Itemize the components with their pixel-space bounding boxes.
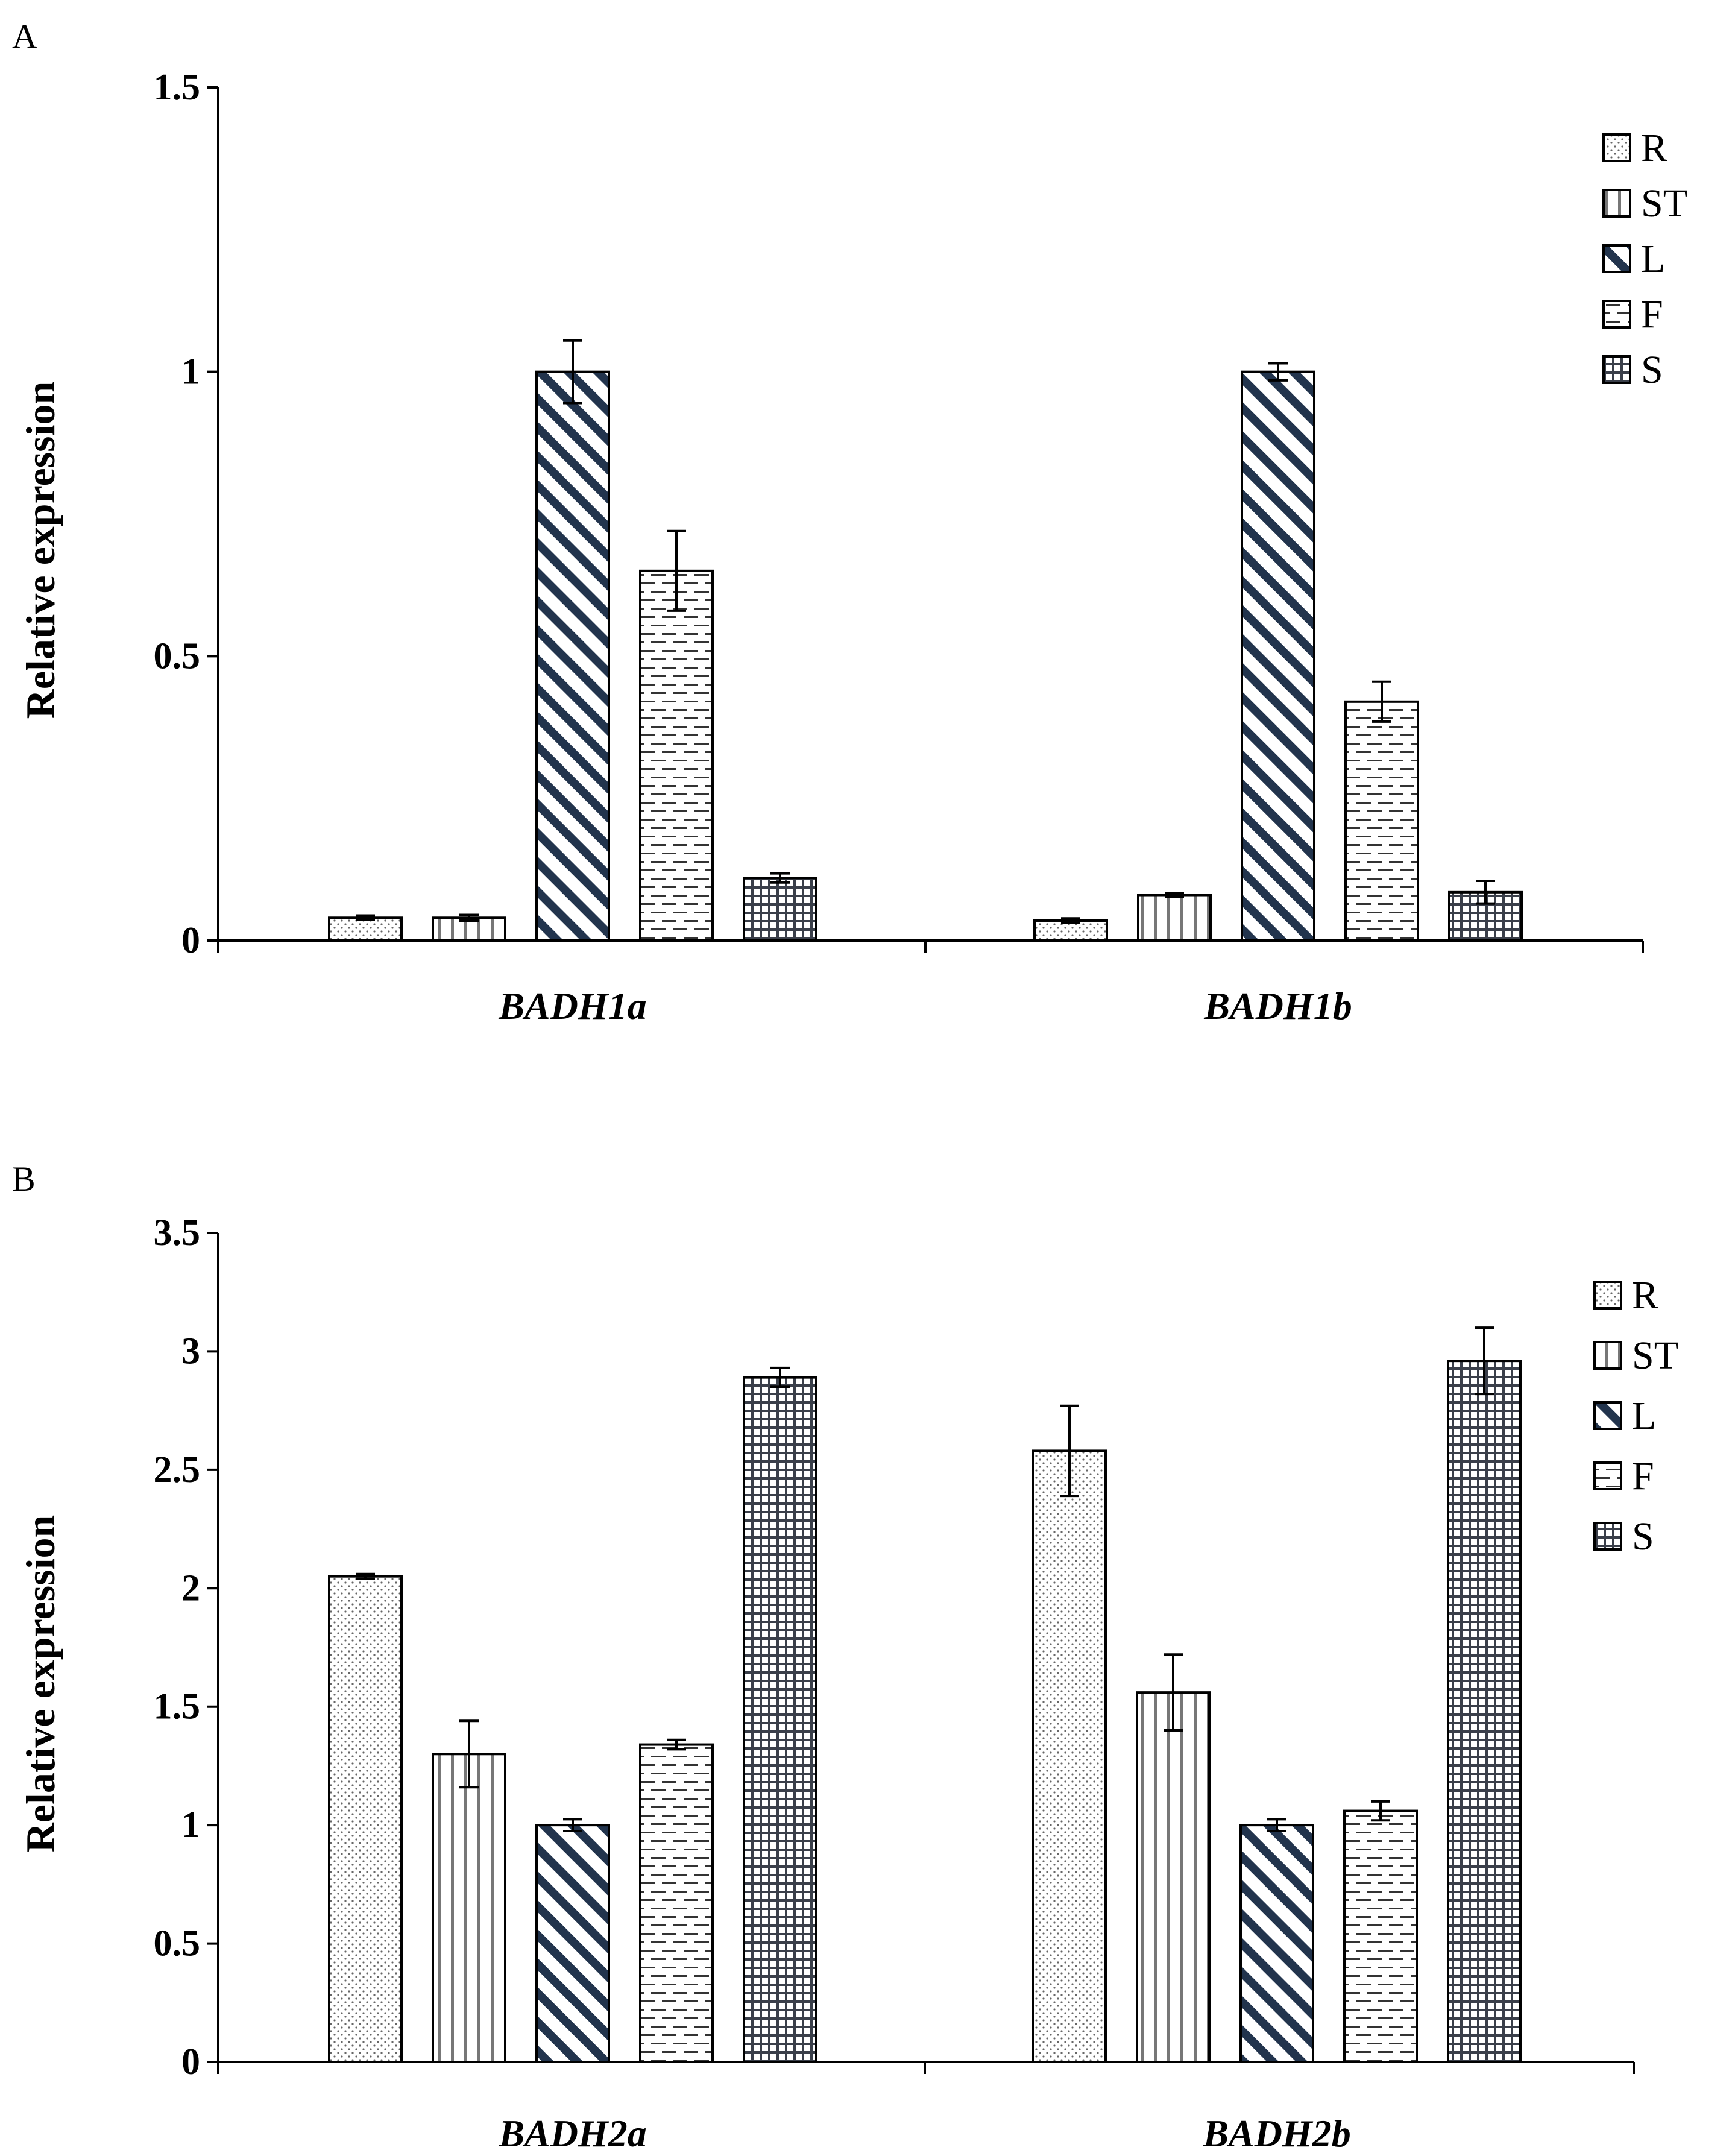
bar-BADH2b-R bbox=[1032, 1449, 1107, 2063]
legend: R ST LFS bbox=[1593, 1273, 1678, 1559]
category-label-BADH1b: BADH1b bbox=[1203, 985, 1352, 1027]
error-bar-BADH2b-S bbox=[1475, 1326, 1494, 1396]
legend-label-ST: ST bbox=[1632, 1334, 1678, 1378]
legend-label-L: L bbox=[1632, 1394, 1656, 1438]
y-tick-label: 1.5 bbox=[154, 1686, 201, 1727]
y-tick-label: 1 bbox=[181, 1805, 200, 1846]
panel-a-chart: 0 0.5 1 1.5 Relative expression BADH1a BADH1b R… bbox=[17, 67, 1687, 1027]
y-tick-label: 0 bbox=[181, 920, 200, 961]
error-bar-BADH1a-ST bbox=[459, 913, 479, 922]
legend-swatch-S bbox=[1593, 1522, 1622, 1551]
error-bar-BADH1b-F bbox=[1372, 680, 1391, 723]
bar-BADH1a-F bbox=[639, 569, 714, 942]
panel-letter-a: A bbox=[12, 17, 37, 56]
legend-label-R: R bbox=[1632, 1273, 1658, 1317]
legend: R ST LFS bbox=[1602, 126, 1687, 392]
y-tick-label: 2 bbox=[181, 1568, 200, 1609]
bar-BADH2b-F bbox=[1343, 1809, 1418, 2064]
legend-swatch-S bbox=[1602, 355, 1631, 384]
error-bar-BADH1b-ST bbox=[1165, 892, 1184, 898]
bar-BADH1b-ST bbox=[1137, 894, 1212, 942]
legend-swatch-F bbox=[1593, 1461, 1622, 1490]
legend-label-L: L bbox=[1641, 237, 1665, 281]
error-bar-BADH2b-ST bbox=[1164, 1653, 1183, 1732]
error-bar-BADH1b-R bbox=[1061, 917, 1080, 924]
bar-BADH2a-F bbox=[639, 1743, 714, 2064]
legend-label-S: S bbox=[1632, 1515, 1654, 1559]
legend-label-F: F bbox=[1632, 1454, 1654, 1498]
error-bar-BADH1a-R bbox=[356, 914, 375, 922]
error-bar-BADH2a-ST bbox=[459, 1719, 479, 1789]
error-bar-BADH1b-S bbox=[1476, 879, 1495, 905]
y-tick-label: 0 bbox=[181, 2041, 200, 2082]
y-axis-title: Relative expression bbox=[17, 382, 63, 719]
error-bar-BADH2a-R bbox=[356, 1572, 375, 1580]
y-axis-title: Relative expression bbox=[17, 1515, 63, 1853]
y-tick-label: 1 bbox=[181, 351, 200, 392]
y-tick-label: 1.5 bbox=[154, 67, 201, 108]
bar-BADH1a-L bbox=[535, 370, 610, 942]
error-bar-BADH2b-L bbox=[1267, 1818, 1286, 1832]
y-tick-label: 0.5 bbox=[154, 1923, 201, 1964]
category-label-BADH2a: BADH2a bbox=[498, 2112, 646, 2155]
error-bar-BADH2b-F bbox=[1371, 1800, 1390, 1822]
category-label-BADH1a: BADH1a bbox=[498, 985, 646, 1027]
bar-BADH2b-S bbox=[1447, 1360, 1522, 2063]
legend-swatch-L bbox=[1593, 1401, 1622, 1430]
error-bar-BADH2a-S bbox=[770, 1366, 790, 1388]
bar-BADH1b-L bbox=[1241, 370, 1315, 942]
category-label-BADH2b: BADH2b bbox=[1202, 2112, 1350, 2155]
bar-BADH1b-F bbox=[1344, 700, 1419, 942]
legend-swatch-ST bbox=[1593, 1341, 1622, 1370]
bar-BADH2a-S bbox=[743, 1376, 817, 2063]
legend-label-F: F bbox=[1641, 292, 1663, 336]
bar-BADH1a-S bbox=[743, 877, 817, 942]
y-tick-label: 3 bbox=[181, 1331, 200, 1372]
legend-label-R: R bbox=[1641, 126, 1667, 170]
error-bar-BADH1b-L bbox=[1268, 362, 1288, 382]
error-bar-BADH2b-R bbox=[1060, 1404, 1079, 1498]
legend-swatch-ST bbox=[1602, 189, 1631, 218]
legend-swatch-L bbox=[1602, 244, 1631, 273]
error-bar-BADH2a-L bbox=[563, 1818, 582, 1832]
legend-label-S: S bbox=[1641, 348, 1663, 392]
bar-BADH1b-S bbox=[1448, 890, 1523, 942]
y-tick-label: 0.5 bbox=[154, 635, 201, 676]
bar-BADH2a-R bbox=[328, 1575, 403, 2063]
y-tick-label: 3.5 bbox=[154, 1212, 201, 1253]
bar-BADH2b-L bbox=[1239, 1824, 1314, 2063]
error-bar-BADH2a-F bbox=[667, 1738, 686, 1751]
legend-label-ST: ST bbox=[1641, 181, 1687, 225]
legend-swatch-R bbox=[1593, 1281, 1622, 1310]
error-bar-BADH1a-L bbox=[563, 339, 582, 405]
panel-b-chart: 0 0.5 1 1.5 2 2.5 3 3.5 Relative expression BADH2… bbox=[17, 1212, 1678, 2155]
legend-swatch-F bbox=[1602, 300, 1631, 329]
error-bar-BADH1a-F bbox=[667, 529, 686, 612]
legend-swatch-R bbox=[1602, 133, 1631, 162]
bar-BADH2a-ST bbox=[432, 1753, 506, 2063]
panel-letter-b: B bbox=[12, 1159, 36, 1199]
error-bar-BADH1a-S bbox=[770, 872, 790, 884]
bar-BADH2b-ST bbox=[1136, 1691, 1211, 2063]
y-tick-label: 2.5 bbox=[154, 1449, 201, 1490]
bar-BADH2a-L bbox=[535, 1824, 610, 2063]
